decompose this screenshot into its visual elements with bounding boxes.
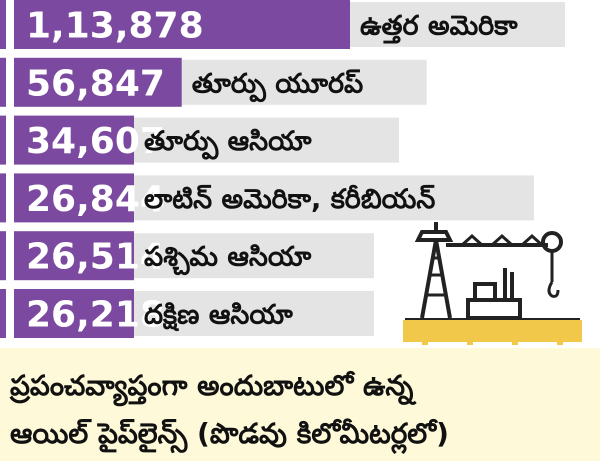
bar-edge bbox=[0, 173, 6, 223]
data-label: 26,218 bbox=[26, 295, 165, 336]
bar-edge bbox=[0, 57, 6, 107]
bar bbox=[14, 173, 134, 223]
bar-edge bbox=[0, 231, 6, 281]
bar-edge bbox=[0, 0, 6, 49]
bar-edge bbox=[0, 115, 6, 165]
category-label: ఉత్తర అమెరికా bbox=[360, 11, 518, 45]
category-label-bg bbox=[134, 175, 534, 221]
category-label: తూర్పు యూరప్ bbox=[192, 68, 364, 102]
category-label-bg bbox=[134, 117, 399, 163]
category-label-bg bbox=[134, 233, 374, 279]
title-line-2: ఆయిల్ పైప్‌లైన్స్ (పొడవు కిలోమీటర్లలో) bbox=[10, 417, 449, 450]
category-label: లాటిన్ అమెరికా, కరీబియన్ bbox=[144, 184, 435, 215]
category-label-bg bbox=[181, 59, 427, 105]
bar bbox=[14, 57, 182, 107]
oil-rig-icon bbox=[403, 222, 582, 345]
data-label: 26,514 bbox=[26, 237, 165, 278]
data-label: 56,847 bbox=[26, 63, 165, 104]
bar-edge bbox=[0, 289, 6, 338]
bar-chart: 1,13,878 ఉత్తర అమెరికా 56,847 తూర్పు యూరప్ 3… bbox=[0, 0, 582, 345]
category-label-bg bbox=[350, 2, 565, 47]
bar bbox=[14, 115, 134, 165]
chart-title: ప్రపంచవ్యాప్తంగా అందుబాటులో ఉన్న ఆయిల్ ప… bbox=[0, 348, 600, 461]
data-label: 26,844 bbox=[26, 179, 165, 220]
category-label: తూర్పు ఆసియా bbox=[144, 126, 312, 160]
bar bbox=[14, 0, 350, 49]
bar bbox=[14, 289, 134, 338]
title-line-1: ప్రపంచవ్యాప్తంగా అందుబాటులో ఉన్న bbox=[10, 369, 414, 402]
category-label: దక్షిణ ఆసియా bbox=[144, 300, 293, 332]
data-label: 1,13,878 bbox=[26, 6, 204, 47]
data-label: 34,607 bbox=[26, 121, 165, 162]
bar bbox=[14, 231, 134, 281]
category-label-bg bbox=[134, 291, 374, 336]
category-label: పశ్చిమ ఆసియా bbox=[144, 242, 312, 276]
